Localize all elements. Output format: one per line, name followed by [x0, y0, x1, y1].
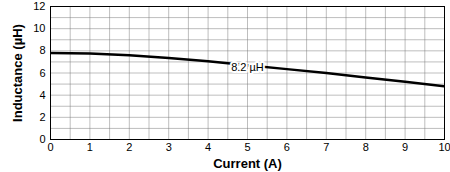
svg-text:10: 10 [33, 22, 45, 34]
svg-text:0: 0 [39, 133, 45, 145]
svg-text:0: 0 [47, 141, 53, 153]
svg-text:6: 6 [284, 141, 290, 153]
svg-text:7: 7 [323, 141, 329, 153]
svg-text:8: 8 [363, 141, 369, 153]
svg-text:8: 8 [39, 44, 45, 56]
svg-text:5: 5 [244, 141, 250, 153]
svg-text:3: 3 [166, 141, 172, 153]
svg-text:6: 6 [39, 67, 45, 79]
svg-text:12: 12 [33, 0, 45, 12]
svg-text:8.2 µH: 8.2 µH [231, 61, 264, 73]
svg-text:2: 2 [126, 141, 132, 153]
svg-text:1: 1 [87, 141, 93, 153]
svg-text:Current (A): Current (A) [213, 156, 282, 171]
svg-text:4: 4 [39, 89, 45, 101]
svg-text:Inductance (µH): Inductance (µH) [10, 24, 25, 122]
svg-text:2: 2 [39, 111, 45, 123]
svg-text:4: 4 [205, 141, 211, 153]
svg-text:10: 10 [438, 141, 450, 153]
svg-text:9: 9 [402, 141, 408, 153]
